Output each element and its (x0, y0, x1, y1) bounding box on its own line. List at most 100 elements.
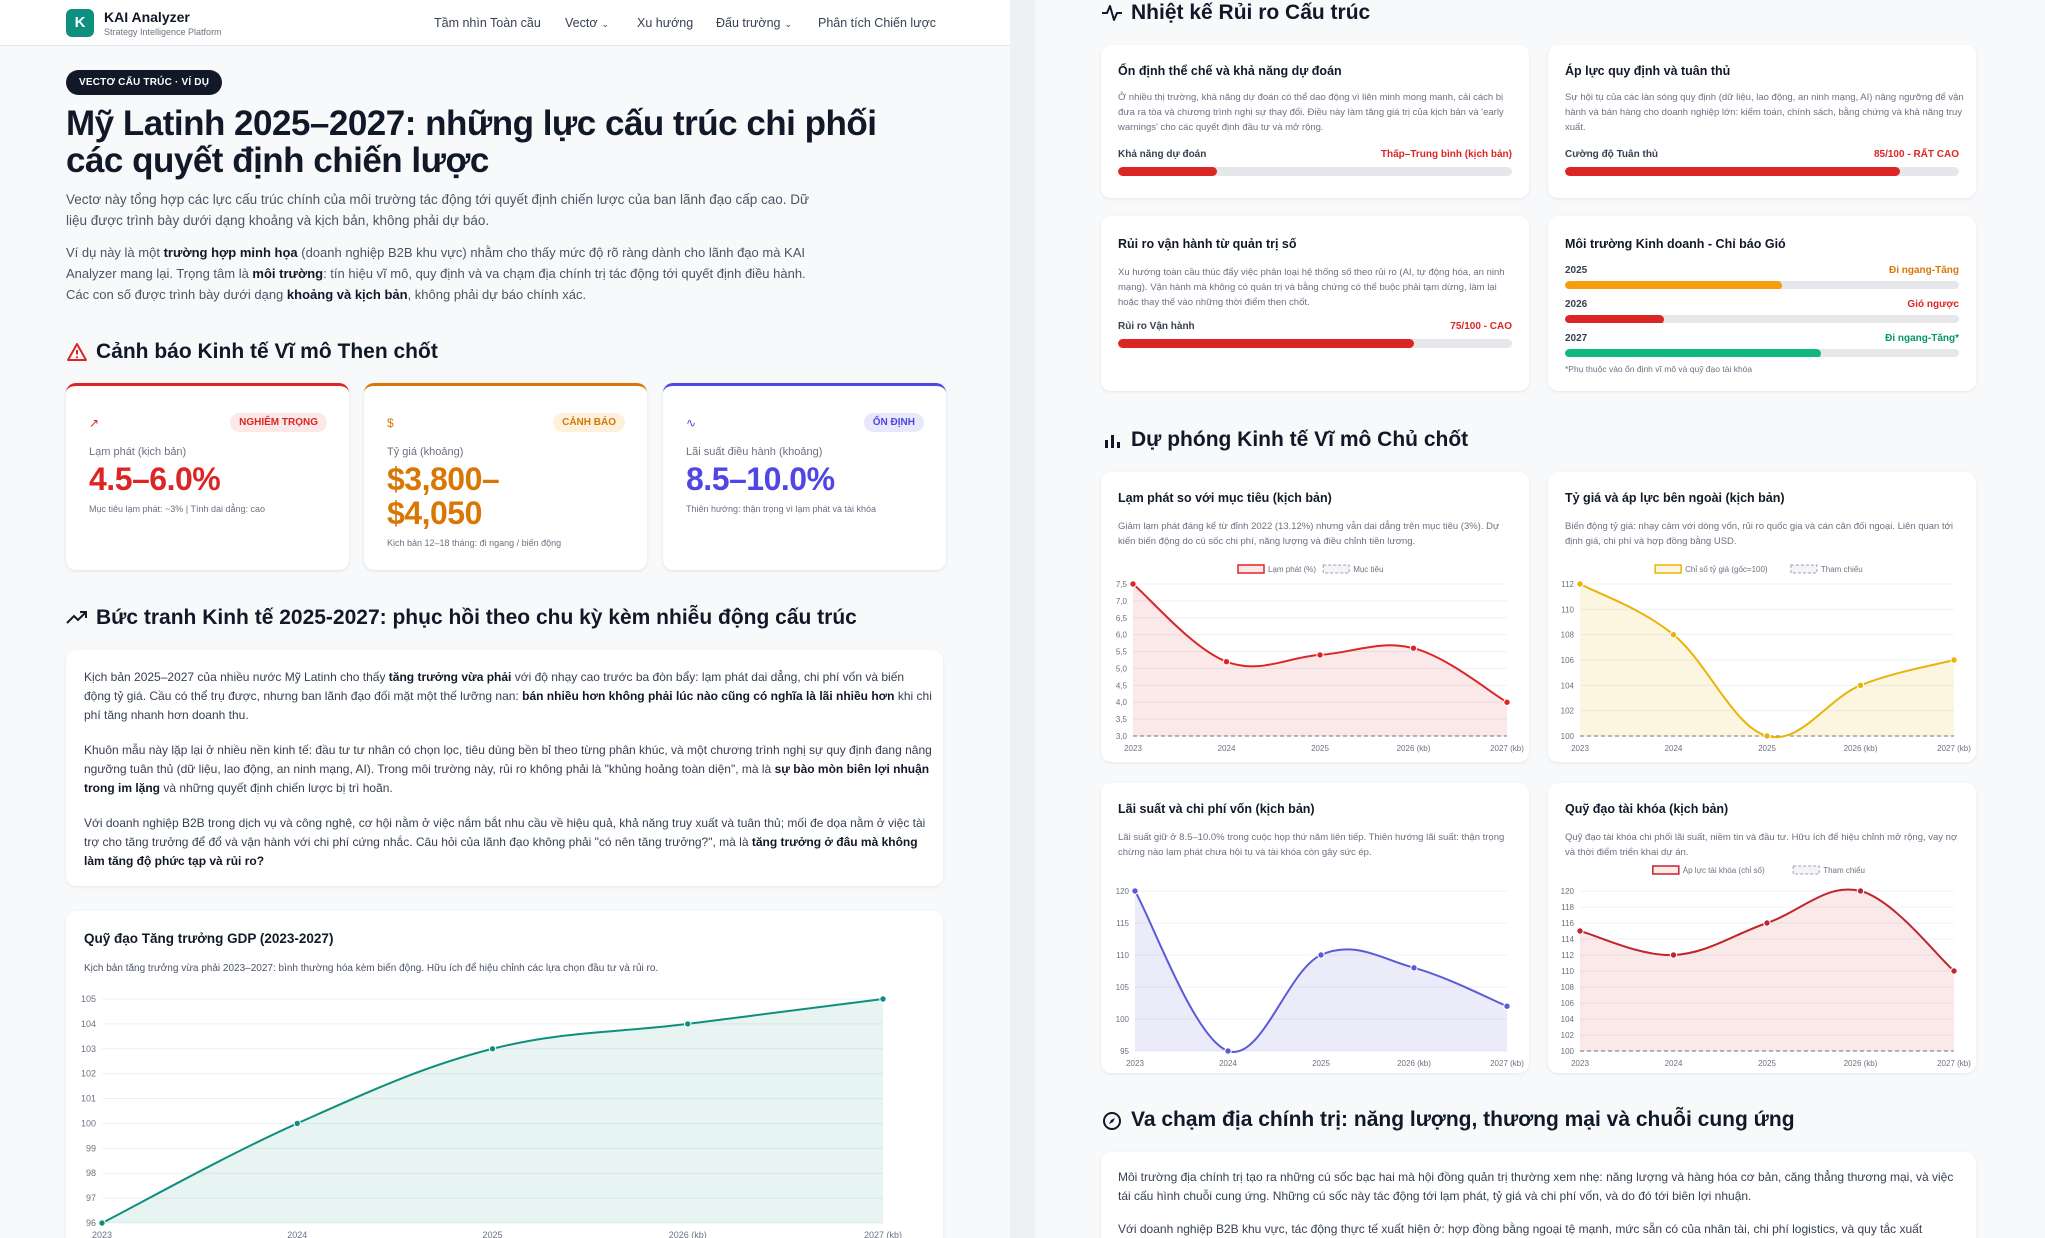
data-point[interactable] (1576, 580, 1584, 588)
legend-label: Chỉ số tỷ giá (gốc=100) (1685, 565, 1768, 574)
data-point[interactable] (98, 1219, 106, 1227)
legend-swatch (1322, 564, 1350, 574)
body-text: với độ nhạy cao trước ba đòn bẩy: lạm ph… (84, 670, 905, 703)
brand-name[interactable]: KAI Analyzer (104, 9, 190, 25)
y-tick-label: 106 (1561, 999, 1575, 1008)
y-tick-label: 100 (1561, 1047, 1575, 1056)
y-tick-label: 106 (1561, 656, 1575, 665)
legend-swatch (1652, 865, 1680, 875)
nav-item-trends[interactable]: Xu hướng (637, 16, 693, 30)
nav-item-global-vision[interactable]: Tầm nhìn Toàn cầu (434, 16, 541, 30)
nav-label: Phân tích Chiến lược (818, 16, 937, 30)
chart-subtitle: Kịch bản tăng trưởng vừa phải 2023–2027:… (84, 963, 659, 974)
data-point[interactable] (1503, 698, 1511, 706)
legend-swatch (1790, 564, 1818, 574)
data-point[interactable] (1856, 887, 1865, 895)
pulse-icon: ∿ (686, 416, 697, 430)
data-point[interactable] (1131, 887, 1139, 895)
x-tick-label: 2026 (kb) (1844, 1059, 1878, 1068)
y-tick-label: 105 (81, 994, 96, 1004)
meter-value: 75/100 - CAO (1450, 321, 1512, 332)
exchange-chart: Chỉ số tỷ giá (gốc=100) Tham chiếu 100 102 1… (1561, 564, 1971, 753)
data-point[interactable] (1950, 967, 1958, 975)
data-point[interactable] (1409, 644, 1418, 652)
data-point[interactable] (1763, 919, 1771, 927)
data-point[interactable] (1576, 927, 1584, 935)
nav-item-strategy-analysis[interactable]: Phân tích Chiến lược (818, 16, 936, 30)
y-tick-label: 116 (1561, 919, 1574, 928)
x-tick-label: 2024 (287, 1230, 307, 1238)
x-tick-label: 2024 (1219, 1059, 1237, 1068)
nav-label: Tầm nhìn Toàn cầu (434, 16, 541, 30)
chart-legend: Áp lực tài khóa (chỉ số) Tham chiếu (1652, 865, 1865, 875)
severity-badge: ỔN ĐỊNH (863, 413, 924, 432)
chart-subtitle: Giảm lạm phát đáng kể từ đỉnh 2022 (13.1… (1118, 521, 1500, 547)
x-tick-label: 2024 (1665, 1059, 1683, 1068)
geopolitics-paragraph-2: Với doanh nghiệp B2B khu vực, tác động t… (1118, 1222, 1923, 1236)
risk-card-digital-governance: Rủi ro vận hành từ quản trị số Xu hướng … (1101, 216, 1529, 391)
y-tick-label: 114 (1561, 935, 1574, 944)
logo[interactable]: K (66, 9, 94, 37)
x-tick-label: 2027 (kb) (1490, 1059, 1524, 1068)
data-point[interactable] (1503, 1002, 1511, 1010)
y-tick-label: 110 (1561, 605, 1574, 614)
kpi-note: Mục tiêu lạm phát: ~3% | Tính dai dẳng: … (89, 504, 266, 514)
kpi-card-inflation: ↗ NGHIÊM TRỌNG Lạm phát (kịch bản) 4.5–6… (66, 383, 349, 570)
chart-card-inflation: Lạm phát so với mục tiêu (kịch bản) Giảm… (1101, 472, 1529, 762)
series-area (1580, 889, 1954, 1051)
legend-label: Tham chiếu (1823, 866, 1865, 875)
legend-label: Tham chiếu (1821, 565, 1863, 574)
y-tick-label: 104 (1561, 681, 1575, 690)
x-tick-label: 2027 (kb) (1937, 1059, 1971, 1068)
top-navbar: K KAI Analyzer Strategy Intelligence Pla… (0, 0, 1010, 46)
series-line (1134, 890, 1508, 1053)
chart-legend: Chỉ số tỷ giá (gốc=100) Tham chiếu (1654, 564, 1863, 574)
y-tick-label: 7,5 (1116, 580, 1128, 589)
category-pill: VECTƠ CẤU TRÚC · VÍ DỤ (66, 70, 223, 95)
data-point[interactable] (1317, 951, 1325, 959)
y-tick-label: 102 (81, 1069, 96, 1079)
risk-card-description: Sự hội tụ của các làn sóng quy định (dữ … (1565, 92, 1964, 133)
data-point[interactable] (1950, 656, 1958, 664)
body-text: và những quyết định chiến lược bị trì ho… (160, 781, 393, 795)
wind-value: Đi ngang-Tăng* (1885, 333, 1959, 344)
data-point[interactable] (293, 1119, 301, 1128)
data-point[interactable] (1669, 630, 1678, 639)
meter-fill (1565, 167, 1900, 176)
data-point[interactable] (1222, 657, 1231, 666)
data-point[interactable] (1316, 651, 1324, 659)
data-point[interactable] (1129, 580, 1137, 588)
wind-fill (1565, 315, 1664, 323)
data-point[interactable] (1856, 681, 1865, 690)
body-text: Với doanh nghiệp B2B trong dịch vụ và cô… (84, 816, 926, 849)
compass-icon (1103, 1112, 1121, 1130)
y-tick-label: 101 (81, 1094, 96, 1104)
x-tick-label: 2023 (1126, 1059, 1144, 1068)
overview-paragraph-1: Kịch bản 2025–2027 của nhiều nước Mỹ Lat… (84, 668, 932, 725)
risk-card-regulatory-pressure: Áp lực quy định và tuân thủ Sự hội tụ củ… (1548, 45, 1976, 198)
x-tick-label: 2025 (1312, 1059, 1330, 1068)
y-tick-label: 102 (1561, 707, 1575, 716)
nav-label: Vectơ (565, 16, 598, 30)
data-point[interactable] (1763, 732, 1771, 740)
y-tick-label: 110 (1561, 967, 1574, 976)
warning-icon (67, 343, 87, 361)
nav-item-arena[interactable]: Đấu trường ⌄ (716, 16, 792, 30)
data-point[interactable] (488, 1045, 497, 1053)
page-lead: Vectơ này tổng hợp các lực cấu trúc chín… (66, 192, 810, 228)
y-tick-label: 110 (1116, 951, 1129, 960)
data-point[interactable] (1410, 964, 1418, 972)
data-point[interactable] (684, 1020, 692, 1028)
wind-year: 2025 (1565, 265, 1588, 276)
risk-card-title: Ổn định thể chế và khả năng dự đoán (1118, 64, 1342, 78)
y-tick-label: 97 (86, 1193, 96, 1203)
data-point[interactable] (879, 995, 887, 1003)
data-point[interactable] (1669, 951, 1678, 959)
meter-track (1118, 167, 1512, 176)
y-tick-label: 96 (86, 1218, 96, 1228)
data-point[interactable] (1224, 1047, 1232, 1055)
wind-track (1565, 315, 1959, 323)
x-tick-label: 2025 (1311, 744, 1329, 753)
x-tick-label: 2023 (1571, 744, 1589, 753)
nav-item-vector[interactable]: Vectơ ⌄ (565, 16, 609, 30)
